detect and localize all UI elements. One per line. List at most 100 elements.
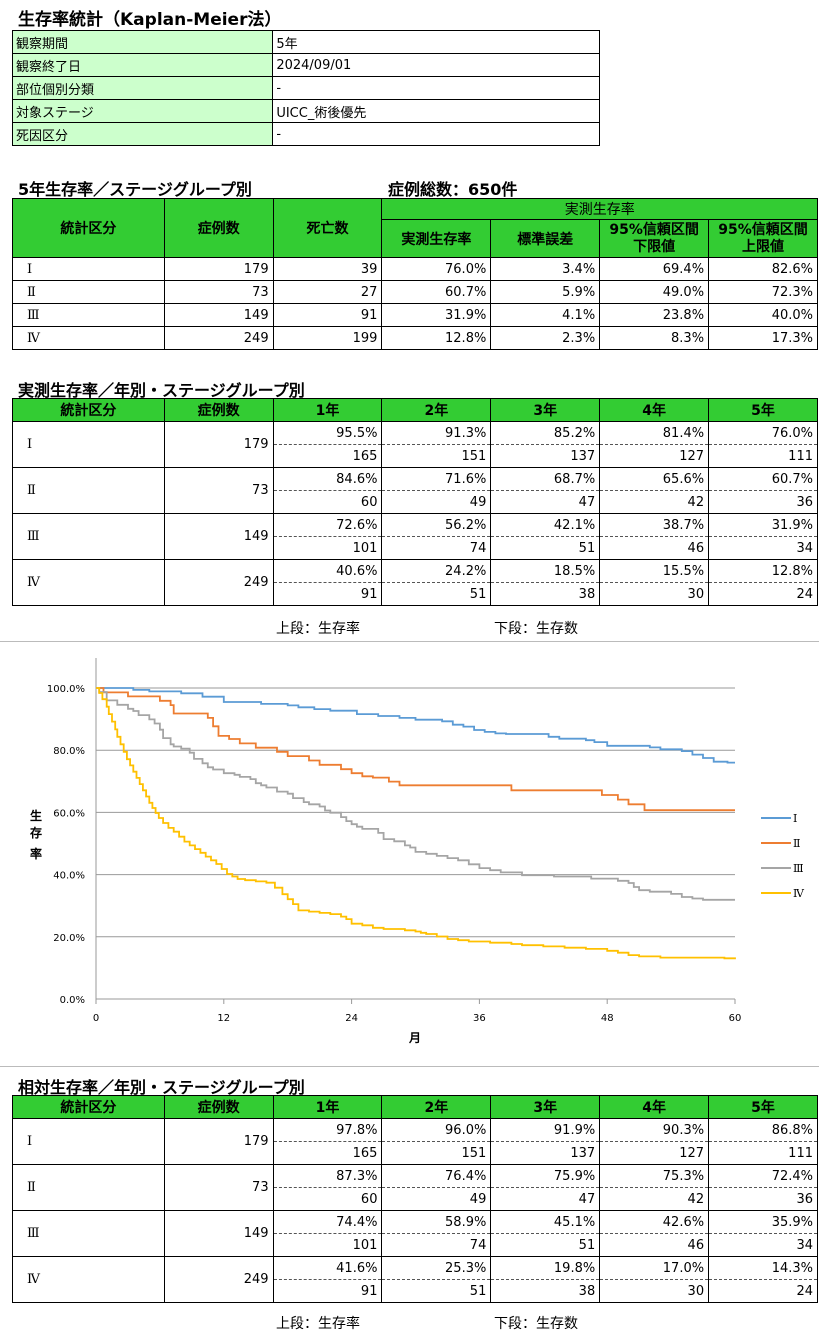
count-cell: 49	[381, 490, 492, 514]
rate-cell: 60.7%	[708, 467, 818, 491]
value-cell: 199	[272, 326, 383, 350]
value-cell: 8.3%	[599, 326, 710, 350]
value-cell: 23.8%	[599, 303, 710, 327]
count-cell: 30	[599, 582, 710, 606]
y-tick-label: 0.0%	[60, 995, 85, 1006]
divider	[0, 641, 819, 642]
legend-label: Ⅳ	[793, 887, 805, 900]
info-row: 観察終了日 2024/09/01	[11, 53, 600, 77]
info-value: -	[272, 122, 600, 146]
divider	[0, 1066, 819, 1067]
x-tick-label: 60	[729, 1013, 742, 1024]
count-cell: 165	[272, 444, 383, 468]
x-tick-label: 12	[217, 1013, 230, 1024]
info-value: 2024/09/01	[272, 53, 600, 77]
rate-cell: 14.3%	[708, 1256, 818, 1280]
rate-cell: 12.8%	[708, 559, 818, 583]
count-cell: 60	[272, 490, 383, 514]
count-cell: 91	[272, 1279, 383, 1303]
table-row: Ⅱ 73 84.6% 71.6% 68.7% 65.6% 60.7%	[12, 467, 818, 514]
observed-yearly-table: 統計区分 症例数 1年 2年 3年 4年 5年 Ⅰ 179 95.5% 91.3% 85.2% 81.…	[12, 398, 818, 606]
y-tick-label: 40.0%	[53, 871, 85, 882]
section1-title: 5年生存率／ステージグループ別	[18, 180, 252, 199]
table-row: Ⅲ 149 91 31.9% 4.1% 23.8% 40.0%	[12, 303, 818, 327]
count-cell: 36	[708, 1187, 818, 1211]
value-cell: 31.9%	[381, 303, 492, 327]
info-row: 死因区分 -	[11, 122, 600, 146]
rate-cell: 31.9%	[708, 513, 818, 537]
column-header: 2年	[381, 1095, 492, 1119]
count-cell: 24	[708, 582, 818, 606]
rate-cell: 90.3%	[599, 1118, 710, 1142]
count-cell: 24	[708, 1279, 818, 1303]
table-row: 91 51 38 30 24	[13, 582, 818, 606]
cases-cell: 179	[163, 1118, 274, 1165]
value-cell: 27	[272, 280, 383, 304]
count-cell: 46	[599, 536, 710, 560]
count-cell: 91	[272, 582, 383, 606]
table-row: Ⅲ 149 74.4% 58.9% 45.1% 42.6% 35.9%	[12, 1210, 818, 1257]
rate-cell: 71.6%	[381, 467, 492, 491]
value-cell: 2.3%	[490, 326, 601, 350]
count-cell: 51	[381, 582, 492, 606]
rate-cell: 72.4%	[708, 1164, 818, 1188]
legend-label: Ⅰ	[793, 812, 797, 825]
cases-cell: 73	[163, 467, 274, 514]
cases-cell: 179	[163, 421, 274, 468]
rate-cell: 19.8%	[490, 1256, 601, 1280]
value-cell: 12.8%	[381, 326, 492, 350]
stage-cell: Ⅰ	[12, 1118, 165, 1165]
header-deaths: 死亡数	[272, 198, 383, 258]
rate-cell: 42.6%	[599, 1210, 710, 1234]
column-header: 3年	[490, 398, 601, 422]
section2-title: 実測生存率／年別・ステージグループ別	[18, 381, 305, 400]
column-header: 1年	[272, 1095, 383, 1119]
count-cell: 151	[381, 444, 492, 468]
column-header: 2年	[381, 398, 492, 422]
value-cell: 49.0%	[599, 280, 710, 304]
table-row: Ⅰ 179 39 76.0% 3.4% 69.4% 82.6%	[12, 257, 818, 281]
rate-cell: 91.3%	[381, 421, 492, 445]
table-row: 91 51 38 30 24	[13, 1279, 818, 1303]
table-row: Ⅲ 149 72.6% 56.2% 42.1% 38.7% 31.9%	[12, 513, 818, 560]
table-row: Ⅰ 179 97.8% 96.0% 91.9% 90.3% 86.8%	[12, 1118, 818, 1165]
rate-cell: 42.1%	[490, 513, 601, 537]
count-cell: 51	[381, 1279, 492, 1303]
count-cell: 30	[599, 1279, 710, 1303]
info-label: 対象ステージ	[11, 99, 274, 123]
header-cases: 症例数	[163, 198, 274, 258]
count-cell: 111	[708, 1141, 818, 1165]
column-header: 統計区分	[12, 398, 165, 422]
table-row: Ⅳ 249 41.6% 25.3% 19.8% 17.0% 14.3%	[12, 1256, 818, 1303]
rate-cell: 74.4%	[272, 1210, 383, 1234]
cases-cell: 149	[163, 1210, 274, 1257]
rate-cell: 85.2%	[490, 421, 601, 445]
legend-label: Ⅱ	[793, 837, 800, 850]
count-cell: 47	[490, 490, 601, 514]
rate-cell: 87.3%	[272, 1164, 383, 1188]
value-cell: 76.0%	[381, 257, 492, 281]
info-label: 部位個別分類	[11, 76, 274, 100]
rate-cell: 91.9%	[490, 1118, 601, 1142]
rate-cell: 96.0%	[381, 1118, 492, 1142]
value-cell: 4.1%	[490, 303, 601, 327]
value-cell: 39	[272, 257, 383, 281]
stage-cell: Ⅳ	[12, 1256, 165, 1303]
count-cell: 151	[381, 1141, 492, 1165]
rate-cell: 17.0%	[599, 1256, 710, 1280]
value-cell: 40.0%	[708, 303, 818, 327]
table-row: Ⅱ 73 87.3% 76.4% 75.9% 75.3% 72.4%	[12, 1164, 818, 1211]
stage-cell: Ⅳ	[12, 559, 165, 606]
x-axis-label: 月	[408, 1031, 421, 1045]
count-cell: 127	[599, 444, 710, 468]
table-row: 165 151 137 127 111	[13, 444, 818, 468]
header-lower: 95%信頼区間 下限値	[599, 219, 710, 258]
rate-cell: 95.5%	[272, 421, 383, 445]
info-value: -	[272, 76, 600, 100]
rate-cell: 15.5%	[599, 559, 710, 583]
y-axis-label-2: 存	[29, 825, 42, 840]
count-cell: 137	[490, 444, 601, 468]
header-se: 標準誤差	[490, 219, 601, 258]
value-cell: 72.3%	[708, 280, 818, 304]
info-row: 部位個別分類 -	[11, 76, 600, 100]
